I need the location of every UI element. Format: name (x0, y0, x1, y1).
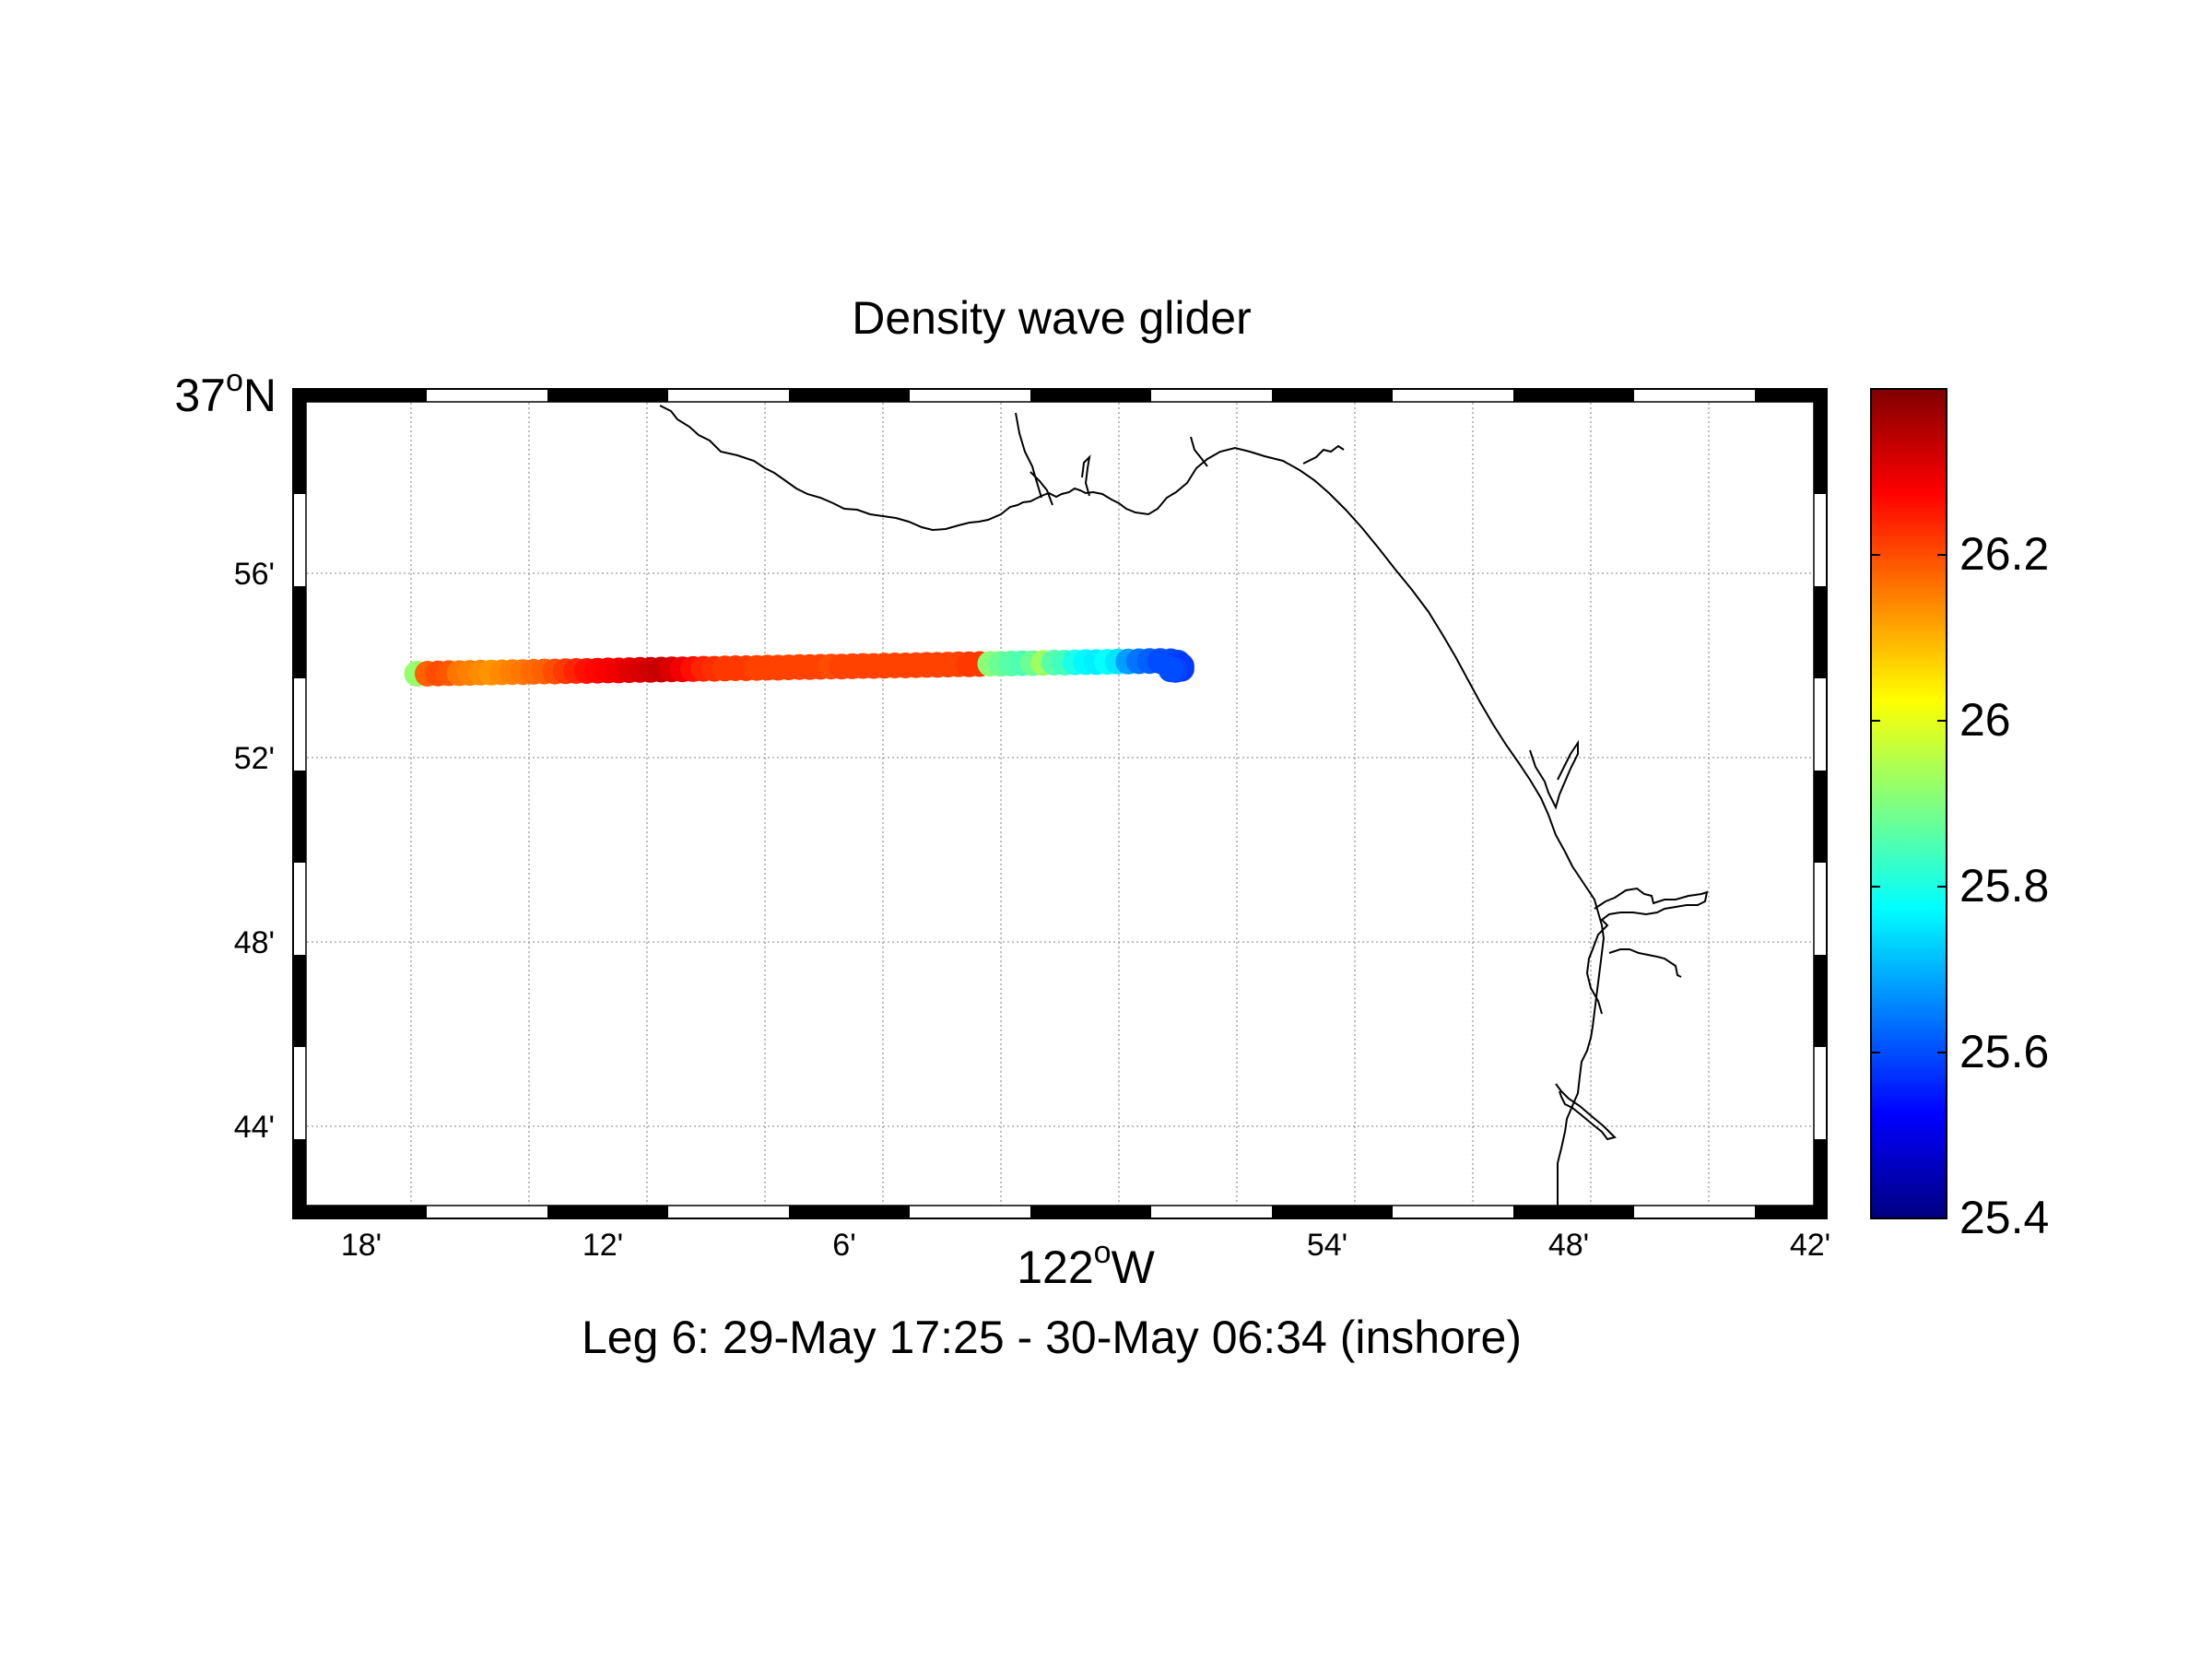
coastline (659, 405, 1709, 1206)
frame-segment-left (293, 586, 306, 678)
lat-degree-symbol: o (226, 363, 243, 398)
frame-segment-right (1814, 1139, 1827, 1206)
frame-segment-right (1814, 771, 1827, 863)
lon-tick-label: 42' (1790, 1228, 1830, 1263)
frame-segment-left (293, 771, 306, 863)
inlet-upper-4 (1190, 436, 1208, 467)
frame-segment-bottom (1755, 1206, 1814, 1218)
track-point (1158, 656, 1184, 683)
frame-segment-top (1272, 389, 1393, 402)
inlet-upper-3 (1081, 454, 1091, 497)
frame-corner (293, 389, 306, 402)
latitude-tick-labels: 56' 52' 48' 44' (234, 557, 275, 1145)
frame-segment-bottom (1030, 1206, 1151, 1218)
coastline-north-shore (659, 405, 1566, 853)
lon-tick-label: 12' (582, 1228, 623, 1263)
frame-segment-right (1814, 955, 1827, 1047)
frame-segment-bottom (1272, 1206, 1393, 1218)
lat-tick-label: 44' (234, 1110, 275, 1145)
frame-segment-top (306, 389, 427, 402)
frame-corner (1814, 389, 1827, 402)
colorbar-tick-label: 26 (1959, 694, 2011, 746)
lon-degree-symbol: o (1094, 1235, 1112, 1270)
frame-segment-bottom (306, 1206, 427, 1218)
colorbar-gradient (1870, 388, 1947, 1219)
elkhorn-slough (1585, 887, 1709, 1015)
inlet-upper-2 (1030, 471, 1053, 506)
frame-segment-bottom (547, 1206, 668, 1218)
frame-segment-right (1814, 402, 1827, 494)
coastline-south-shore (1557, 851, 1606, 1206)
leg-subtitle: Leg 6: 29-May 17:25 - 30-May 06:34 (insh… (582, 1312, 1522, 1363)
lat-tick-label: 48' (234, 925, 275, 960)
frame-corner (293, 1206, 306, 1218)
lon-tick-label: 48' (1548, 1228, 1589, 1263)
lon-center-label: 122oW (1017, 1235, 1155, 1293)
plot-background (293, 389, 1827, 1218)
lon-degree-value: 122 (1017, 1241, 1093, 1293)
frame-segment-top (1755, 389, 1814, 402)
colorbar-tick-label: 25.6 (1959, 1026, 2049, 1077)
frame-segment-top (789, 389, 910, 402)
lat-top-label: 37oN (174, 363, 276, 421)
lat-hemisphere: N (243, 370, 276, 421)
lon-hemisphere: W (1112, 1241, 1156, 1293)
map-frame (292, 388, 1828, 1219)
slough-north (1529, 739, 1579, 810)
frame-segment-right (1814, 586, 1827, 678)
colorbar: 25.4 25.6 25.8 26 26.2 (1870, 388, 2049, 1243)
frame-segment-top (1513, 389, 1634, 402)
lon-tick-label: 18' (341, 1228, 382, 1263)
elkhorn-slough-branch (1608, 948, 1682, 978)
colorbar-tick-label: 25.4 (1959, 1192, 2049, 1243)
lat-degree-value: 37 (174, 370, 226, 421)
frame-corner (1814, 1206, 1827, 1218)
longitude-tick-labels: 18' 12' 6' 54' 48' 42' (341, 1228, 1830, 1263)
frame-segment-top (1030, 389, 1151, 402)
colorbar-tick-label: 26.2 (1959, 528, 2049, 580)
frame-segment-left (293, 402, 306, 494)
lon-tick-label: 54' (1307, 1228, 1347, 1263)
frame-segment-bottom (1513, 1206, 1634, 1218)
glider-track (404, 648, 1194, 687)
inlet-upper-5 (1302, 444, 1345, 465)
plot-area (293, 389, 1827, 1218)
lat-tick-label: 56' (234, 557, 275, 592)
frame-segment-top (547, 389, 668, 402)
colorbar-tick-marks (1871, 554, 1947, 1219)
grid-lines (306, 402, 1814, 1206)
harbor-jetty (1555, 1083, 1617, 1141)
colorbar-tick-label: 25.8 (1959, 860, 2049, 912)
chart-title: Density wave glider (852, 292, 1252, 344)
frame-segment-left (293, 955, 306, 1047)
lon-tick-label: 6' (832, 1228, 855, 1263)
frame-segment-left (293, 1139, 306, 1206)
lat-tick-label: 52' (234, 741, 275, 776)
frame-segment-bottom (789, 1206, 910, 1218)
inlet-upper-1 (1015, 412, 1042, 499)
